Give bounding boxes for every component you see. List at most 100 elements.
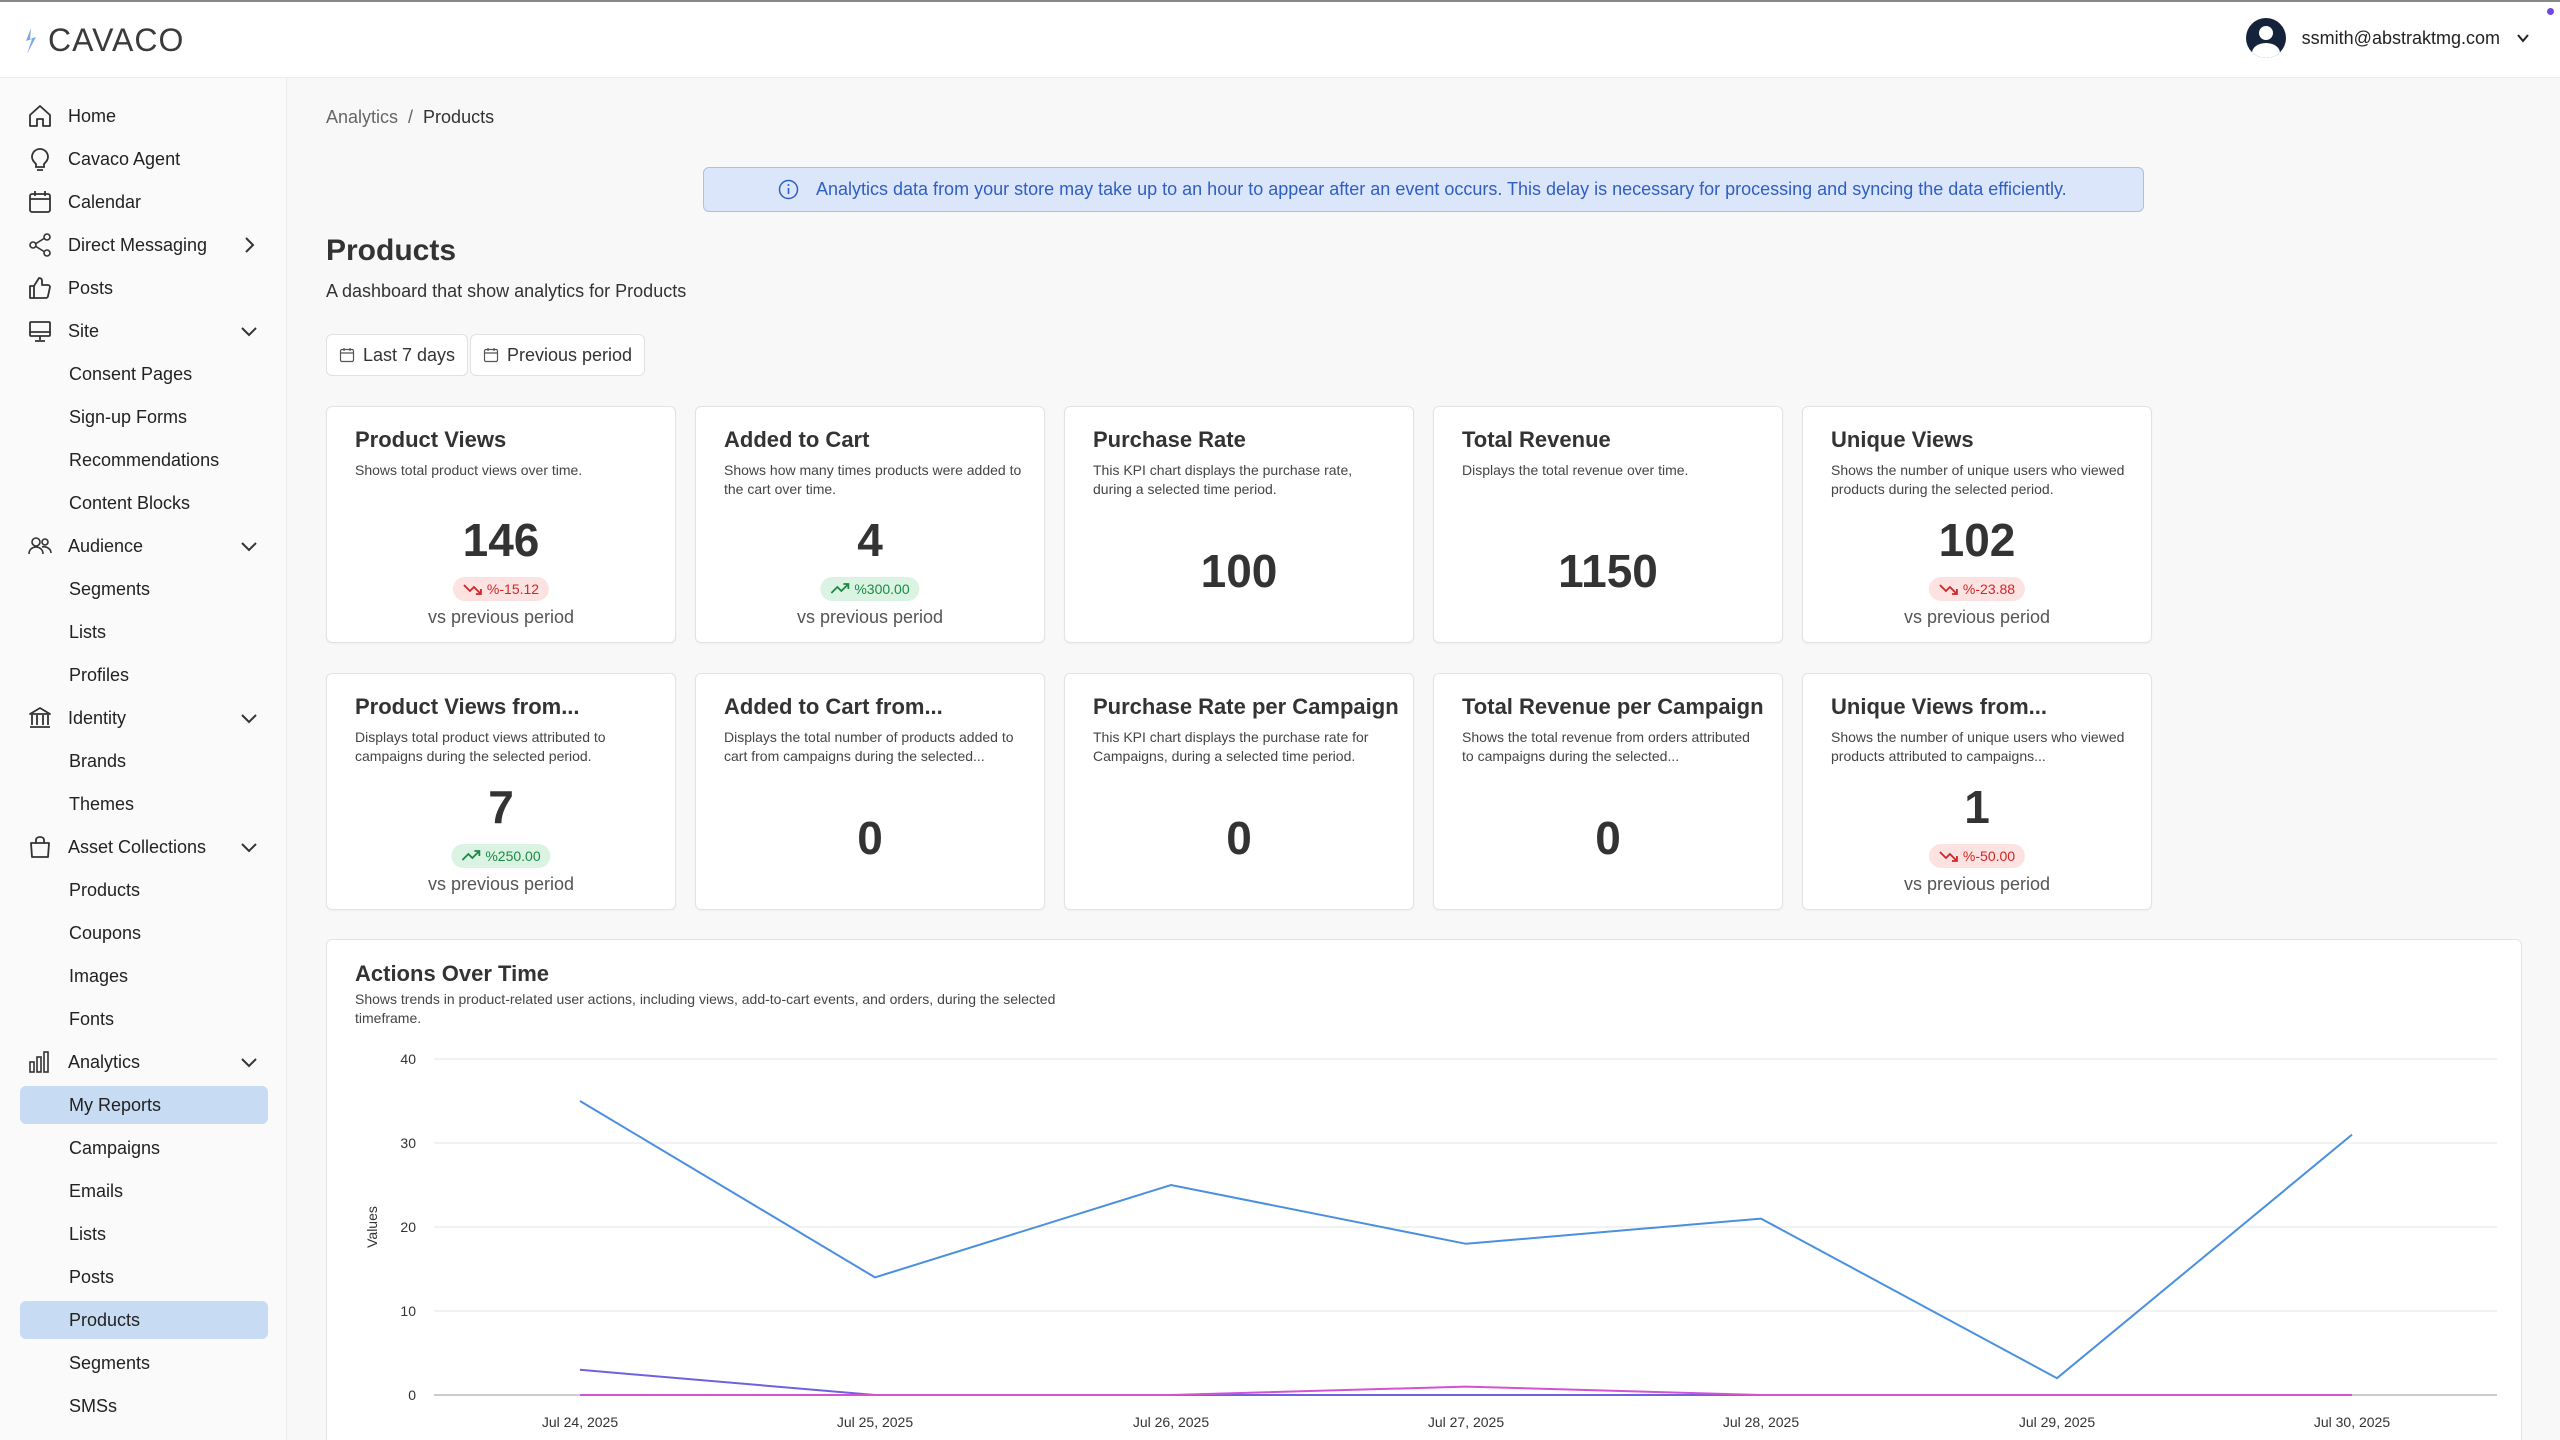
sidebar-sub-campaigns[interactable]: Campaigns	[69, 1137, 161, 1158]
sidebar-item-cavaco-agent[interactable]: Cavaco Agent	[20, 140, 268, 178]
kpi-title: Total Revenue	[1462, 427, 1611, 452]
kpi-title: Purchase Rate	[1093, 427, 1246, 452]
sidebar-sub-images[interactable]: Images	[69, 965, 129, 986]
breadcrumb-parent[interactable]: Analytics	[326, 107, 399, 127]
sidebar-sub-themes[interactable]: Themes	[69, 793, 135, 814]
thumbs-up-icon	[26, 274, 54, 302]
sidebar-item-home[interactable]: Home	[20, 97, 268, 135]
sidebar-sub-analytics-segments[interactable]: Segments	[69, 1352, 151, 1373]
trend-value: %300.00	[854, 581, 910, 597]
sidebar-item-identity[interactable]: Identity	[20, 699, 268, 737]
comparison-filter[interactable]: Previous period	[470, 334, 646, 376]
y-tick-label: 20	[400, 1219, 416, 1235]
sidebar-sub-recommendations[interactable]: Recommendations	[69, 449, 220, 470]
avatar[interactable]	[2245, 18, 2286, 58]
breadcrumb: Analytics / Products	[326, 107, 494, 128]
sidebar-sub-consent-pages[interactable]: Consent Pages	[69, 363, 193, 384]
kpi-card-added-to-cart-from-campaigns: Added to Cart from... Displays the total…	[695, 673, 1045, 910]
sidebar-item-analytics[interactable]: Analytics	[20, 1043, 268, 1081]
chevron-right-icon[interactable]	[238, 234, 260, 256]
chevron-down-icon[interactable]	[238, 535, 260, 557]
sidebar-sub-products[interactable]: Products	[69, 879, 141, 900]
kpi-card-unique-views-from-campaigns: Unique Views from... Shows the number of…	[1802, 673, 2152, 910]
x-tick-label: Jul 27, 2025	[1428, 1414, 1504, 1430]
breadcrumb-current: Products	[423, 107, 495, 127]
sidebar-item-posts[interactable]: Posts	[20, 269, 268, 307]
sidebar-sub-content-blocks[interactable]: Content Blocks	[69, 492, 191, 513]
kpi-card-total-revenue-per-campaign: Total Revenue per Campaign Shows the tot…	[1433, 673, 1783, 910]
trend-down-icon	[463, 584, 482, 595]
series-line-2[interactable]	[579, 1368, 2352, 1396]
kpi-description: This KPI chart displays the purchase rat…	[1093, 729, 1369, 764]
chevron-down-icon[interactable]	[238, 707, 260, 729]
chevron-down-icon[interactable]	[238, 836, 260, 858]
comparison-label: Previous period	[507, 344, 633, 365]
y-tick-label: 10	[400, 1303, 416, 1319]
calendar-icon	[483, 348, 499, 363]
sidebar-sub-lists[interactable]: Lists	[69, 621, 107, 642]
sidebar-item-label: Asset Collections	[68, 836, 207, 857]
kpi-title: Product Views from...	[355, 694, 580, 719]
vs-label: vs previous period	[427, 607, 575, 627]
trend-up-icon	[461, 850, 481, 861]
sidebar-item-label: Analytics	[68, 1051, 141, 1072]
sidebar-item-label: Posts	[68, 277, 114, 298]
sidebar-sub-coupons[interactable]: Coupons	[69, 922, 142, 943]
share-icon	[26, 231, 54, 259]
sidebar-item-label: Audience	[68, 535, 144, 556]
sidebar-sub-smss[interactable]: SMSs	[69, 1395, 118, 1416]
date-range-filter[interactable]: Last 7 days	[326, 334, 469, 376]
sidebar-item-site[interactable]: Site	[20, 312, 268, 350]
sidebar-item-direct-messaging[interactable]: Direct Messaging	[20, 226, 268, 264]
actions-over-time-card: Actions Over Time Shows trends in produc…	[326, 939, 2522, 1440]
kpi-description: Shows total product views over time.	[355, 462, 583, 478]
sidebar-item-asset-collections[interactable]: Asset Collections	[20, 828, 268, 866]
sidebar-sub-fonts[interactable]: Fonts	[69, 1008, 115, 1029]
sidebar-sub-segments[interactable]: Segments	[69, 578, 151, 599]
kpi-card-product-views-from-campaigns: Product Views from... Displays total pro…	[326, 673, 676, 910]
x-tick-label: Jul 24, 2025	[542, 1414, 618, 1430]
page-title: Products	[326, 234, 457, 267]
kpi-description: This KPI chart displays the purchase rat…	[1093, 462, 1353, 497]
sidebar-sub-my-reports[interactable]: My Reports	[20, 1086, 268, 1124]
sidebar-item-audience[interactable]: Audience	[20, 527, 268, 565]
line-chart[interactable]: 0 10 20 30 40 Values Jul 24, 2025 Jul 25, 2025 J…	[327, 940, 2523, 1440]
y-tick-label: 40	[400, 1051, 416, 1067]
kpi-description: Shows the number of unique users who vie…	[1831, 462, 2125, 497]
kpi-value: 1150	[1558, 545, 1658, 597]
chevron-down-icon[interactable]	[2516, 31, 2530, 45]
kpi-card-added-to-cart: Added to Cart Shows how many times produ…	[695, 406, 1045, 643]
kpi-description: Shows the number of unique users who vie…	[1831, 729, 2125, 764]
top-header: CAVACO ssmith@abstraktmg.com	[0, 0, 2560, 78]
user-email[interactable]: ssmith@abstraktmg.com	[2301, 27, 2500, 48]
kpi-title: Purchase Rate per Campaign	[1093, 694, 1399, 719]
vs-label: vs previous period	[796, 607, 944, 627]
trend-badge: %-23.88	[1928, 577, 2026, 601]
trend-badge: %-15.12	[452, 577, 550, 601]
series-line-3[interactable]	[580, 1385, 2352, 1396]
sidebar-sub-brands[interactable]: Brands	[69, 750, 127, 771]
user-menu[interactable]: ssmith@abstraktmg.com	[2245, 18, 2530, 58]
sidebar-sub-analytics-products[interactable]: Products	[20, 1301, 268, 1339]
chevron-down-icon[interactable]	[238, 320, 260, 342]
chevron-down-icon[interactable]	[238, 1051, 260, 1073]
sidebar-item-calendar[interactable]: Calendar	[20, 183, 268, 221]
sidebar-sub-profiles[interactable]: Profiles	[69, 664, 130, 685]
kpi-description: Shows the total revenue from orders attr…	[1462, 729, 1750, 764]
home-icon	[26, 102, 54, 130]
y-tick-label: 30	[400, 1135, 416, 1151]
sidebar-sub-analytics-posts[interactable]: Posts	[69, 1266, 115, 1287]
kpi-card-unique-views: Unique Views Shows the number of unique …	[1802, 406, 2152, 643]
sidebar-sub-emails[interactable]: Emails	[69, 1180, 124, 1201]
x-tick-label: Jul 26, 2025	[1133, 1414, 1209, 1430]
trend-value: %-15.12	[486, 581, 540, 597]
sidebar-item-label: Site	[68, 320, 100, 341]
logo-text: CAVACO	[48, 22, 185, 58]
sidebar-sub-analytics-lists[interactable]: Lists	[69, 1223, 107, 1244]
logo[interactable]: CAVACO	[22, 22, 184, 59]
kpi-description: Shows how many times products were added…	[724, 462, 1022, 497]
kpi-title: Added to Cart from...	[724, 694, 943, 719]
kpi-card-total-revenue: Total Revenue Displays the total revenue…	[1433, 406, 1783, 643]
series-line-1[interactable]	[579, 1100, 2353, 1380]
sidebar-sub-signup-forms[interactable]: Sign-up Forms	[69, 406, 188, 427]
